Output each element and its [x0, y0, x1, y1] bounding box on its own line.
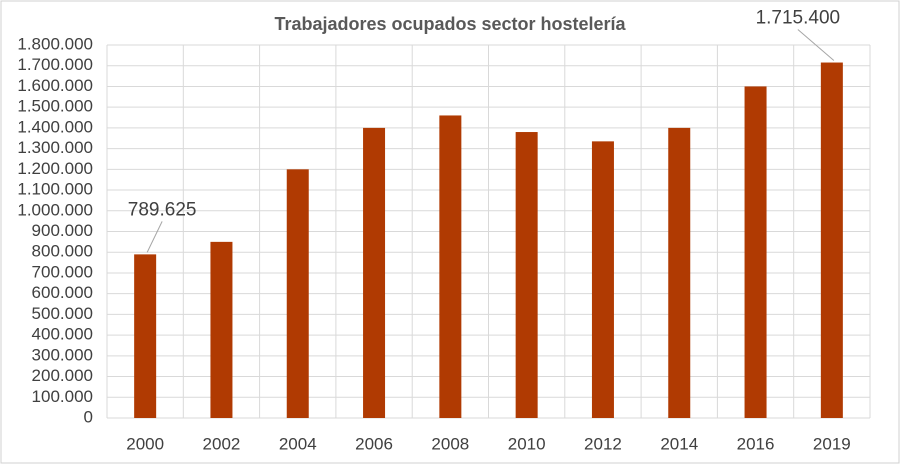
y-tick-label: 1.500.000: [17, 97, 93, 116]
x-tick-label: 2008: [431, 434, 469, 453]
bar: [515, 132, 538, 419]
y-tick-label: 100.000: [32, 387, 93, 406]
bar: [820, 62, 843, 418]
y-tick-label: 300.000: [32, 345, 93, 364]
bar: [591, 141, 614, 418]
x-tick-label: 2014: [660, 434, 698, 453]
bar: [210, 241, 233, 418]
x-tick-label: 2004: [279, 434, 317, 453]
y-tick-label: 1.400.000: [17, 117, 93, 136]
bar: [134, 254, 157, 418]
y-tick-label: 0: [84, 407, 93, 426]
data-label: 1.715.400: [756, 8, 841, 29]
bar: [439, 115, 462, 418]
x-tick-label: 2006: [355, 434, 393, 453]
data-label: 789.625: [128, 199, 197, 220]
y-tick-label: 1.000.000: [17, 200, 93, 219]
x-tick-label: 2019: [813, 434, 851, 453]
y-tick-label: 500.000: [32, 304, 93, 323]
leader-line: [146, 221, 163, 253]
y-tick-label: 1.800.000: [17, 34, 93, 53]
y-tick-label: 400.000: [32, 325, 93, 344]
x-tick-label: 2016: [737, 434, 775, 453]
leader-line: [797, 29, 835, 61]
y-tick-label: 800.000: [32, 242, 93, 261]
y-tick-label: 1.200.000: [17, 159, 93, 178]
chart-title: Trabajadores ocupados sector hostelería: [274, 14, 626, 34]
x-tick-label: 2002: [203, 434, 241, 453]
bar: [744, 86, 767, 418]
y-tick-label: 200.000: [32, 366, 93, 385]
bar: [363, 127, 386, 418]
y-tick-label: 1.700.000: [17, 55, 93, 74]
x-tick-label: 2010: [508, 434, 546, 453]
y-tick-label: 700.000: [32, 262, 93, 281]
x-tick-label: 2012: [584, 434, 622, 453]
x-tick-label: 2000: [126, 434, 164, 453]
y-tick-label: 1.300.000: [17, 138, 93, 157]
y-tick-label: 600.000: [32, 283, 93, 302]
y-tick-label: 900.000: [32, 221, 93, 240]
y-tick-label: 1.100.000: [17, 180, 93, 199]
bar: [286, 169, 309, 418]
y-tick-label: 1.600.000: [17, 76, 93, 95]
bar: [668, 127, 691, 418]
